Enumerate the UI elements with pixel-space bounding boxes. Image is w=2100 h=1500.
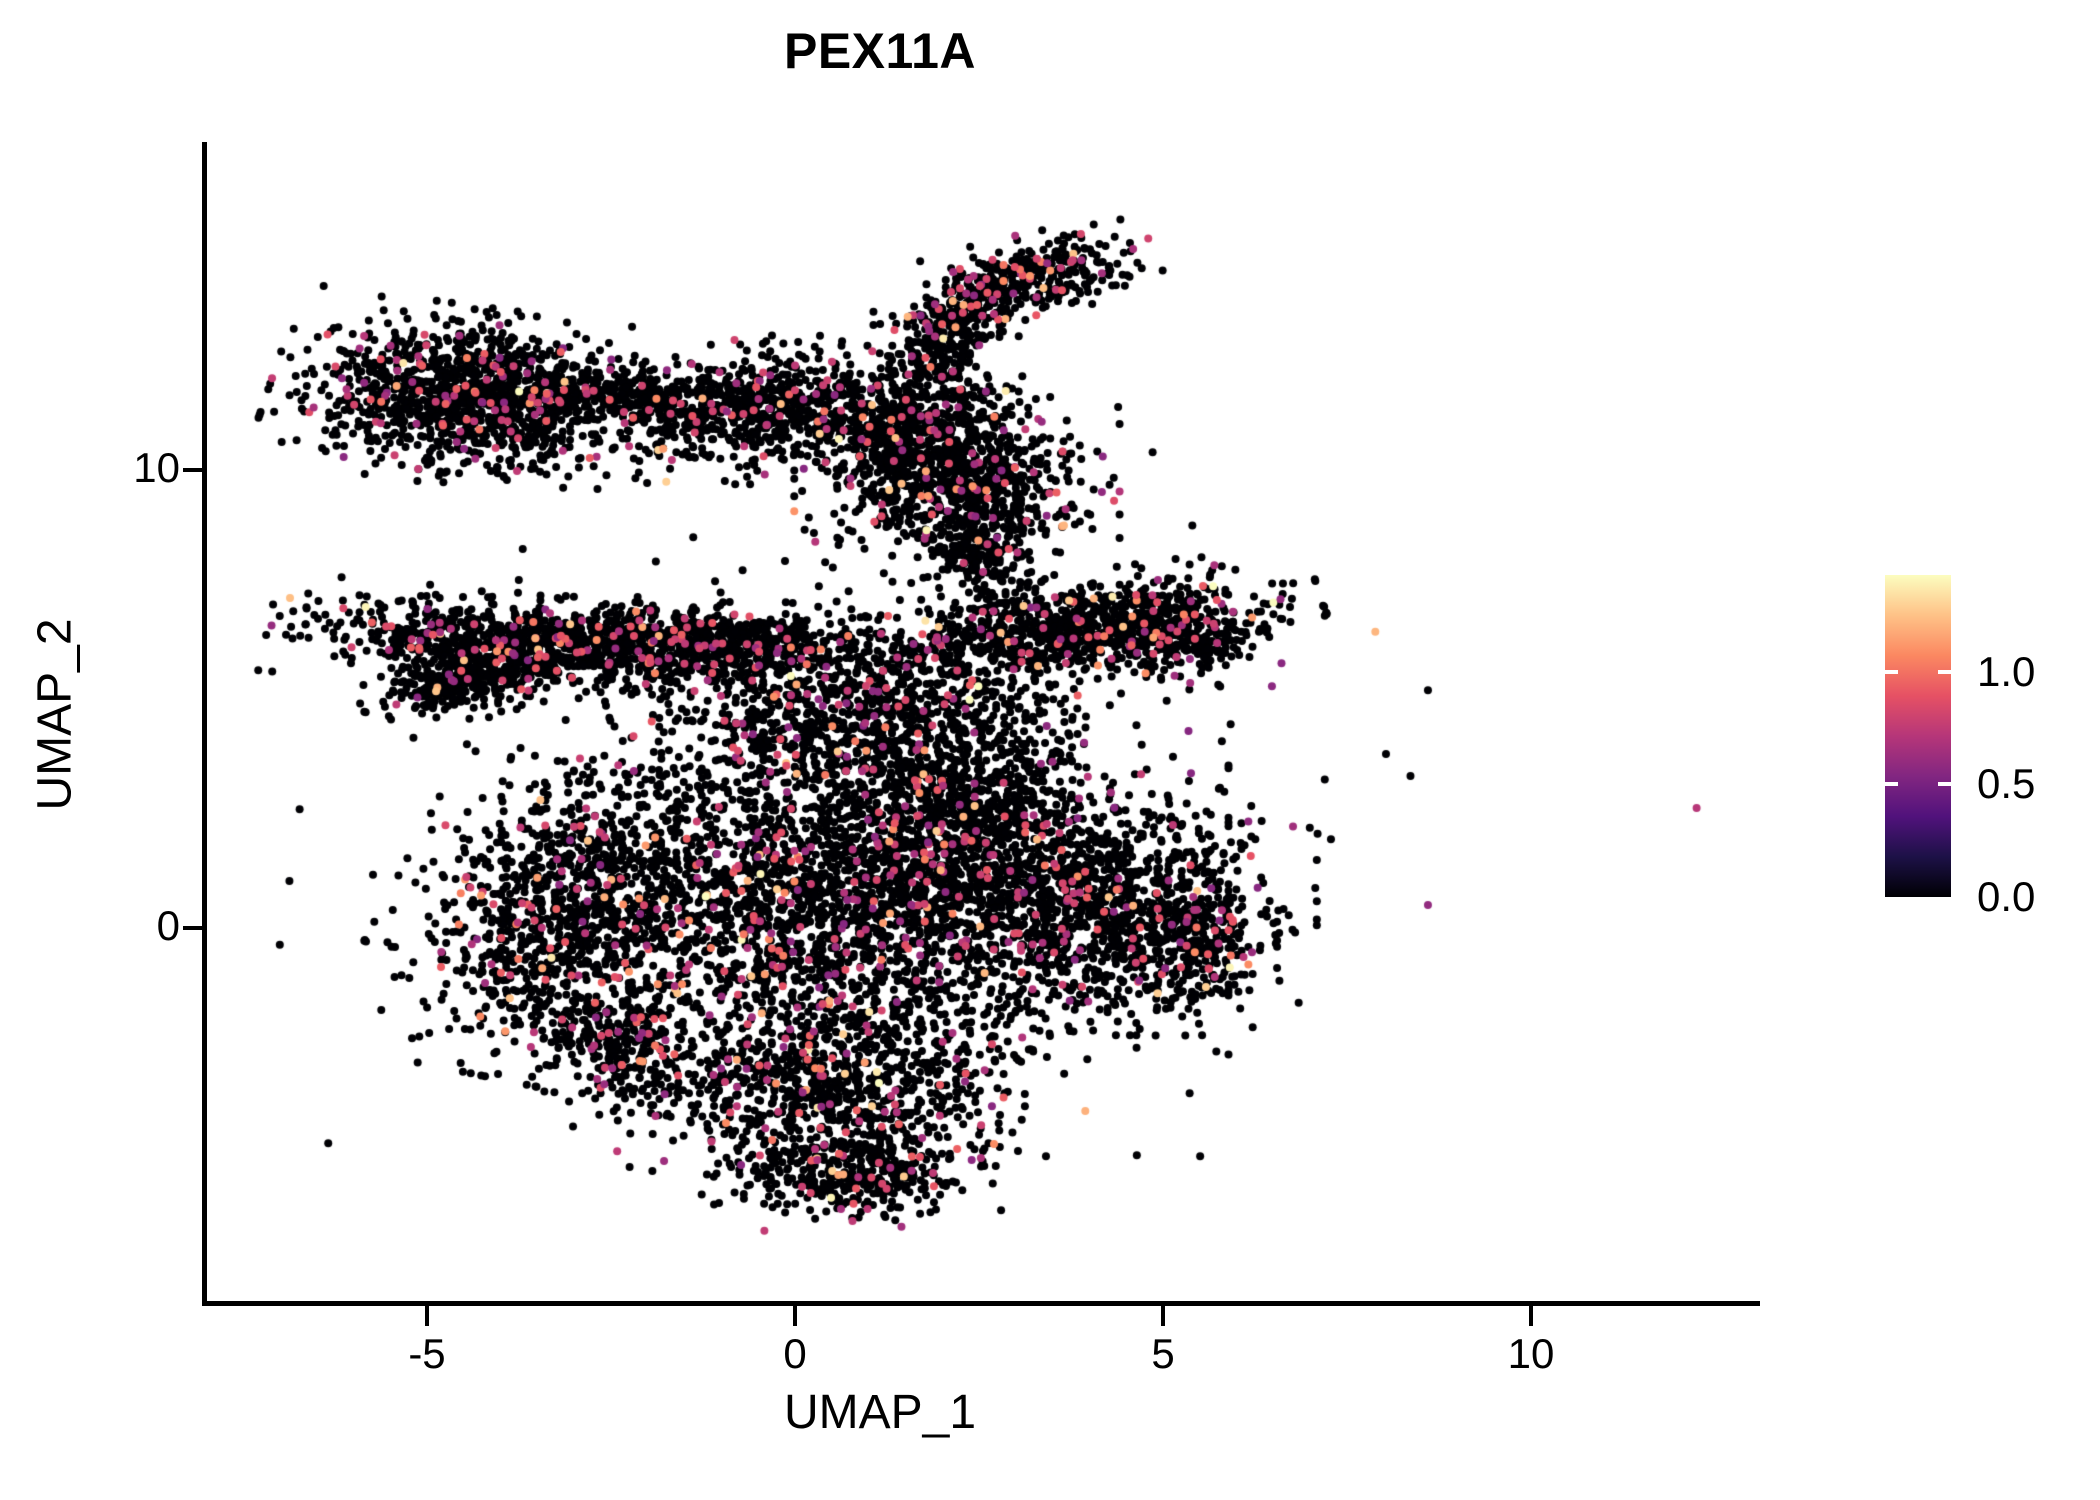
- colorbar-tick-mark: [1885, 669, 1898, 674]
- y-tick-mark: [183, 468, 203, 472]
- y-tick-label: 10: [133, 444, 180, 491]
- colorbar-tick-label: 0.0: [1977, 873, 2036, 920]
- colorbar-tick-mark: [1938, 669, 1951, 674]
- x-axis-label: UMAP_1: [783, 1386, 977, 1439]
- x-tick-mark: [425, 1306, 429, 1326]
- y-tick-mark: [183, 926, 203, 930]
- y-axis-label: UMAP_2: [28, 618, 82, 811]
- x-tick-mark: [1529, 1306, 1533, 1326]
- x-tick-label: 5: [1151, 1330, 1175, 1377]
- colorbar-gradient: [1885, 575, 1951, 897]
- x-tick-label: -5: [408, 1330, 446, 1377]
- x-tick-label: 10: [1507, 1330, 1555, 1377]
- y-axis-line: [202, 142, 207, 1306]
- colorbar-tick-mark: [1938, 782, 1951, 787]
- x-tick-mark: [1161, 1306, 1165, 1326]
- x-tick-label: 0: [783, 1330, 807, 1377]
- colorbar-tick-label: 0.5: [1977, 760, 2036, 808]
- y-tick-label: 0: [156, 902, 180, 949]
- colorbar-tick-label: 1.0: [1977, 647, 2036, 695]
- x-axis-line: [202, 1301, 1760, 1306]
- colorbar-tick-mark: [1885, 782, 1898, 787]
- x-tick-mark: [793, 1306, 797, 1326]
